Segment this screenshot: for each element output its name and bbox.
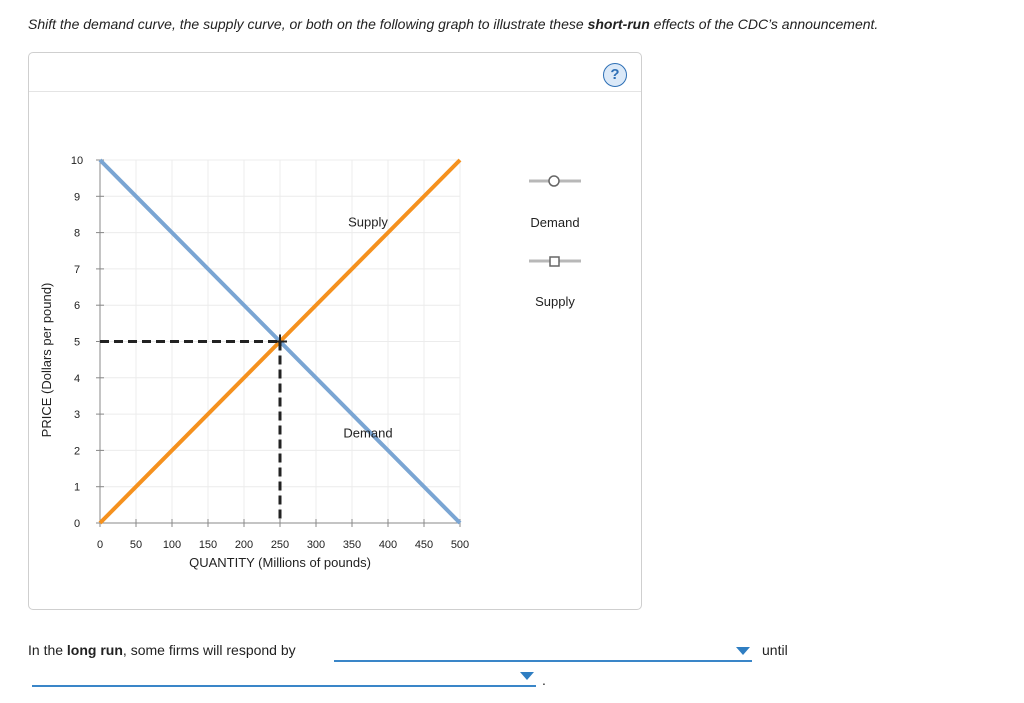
prompt-bold: long run: [66, 642, 123, 658]
y-tick-label: 9: [74, 191, 80, 203]
y-tick-label: 2: [74, 445, 80, 457]
legend-supply-label: Supply: [535, 294, 575, 309]
legend-demand[interactable]: Demand: [529, 175, 581, 230]
x-tick-label: 450: [415, 539, 433, 551]
x-axis-label: QUANTITY (Millions of pounds): [189, 555, 371, 570]
x-tick-label: 150: [199, 539, 217, 551]
long-run-prompt: In the long run, some firms will respond…: [28, 642, 296, 658]
response-dropdown[interactable]: [334, 642, 752, 662]
y-tick-label: 0: [74, 518, 80, 530]
y-axis-label: PRICE (Dollars per pound): [39, 283, 54, 438]
period-text: .: [542, 672, 546, 688]
help-icon[interactable]: ?: [603, 63, 627, 87]
instruction-part2: effects of the CDC’s announcement.: [649, 16, 879, 32]
x-tick-label: 300: [307, 539, 325, 551]
x-tick-label: 100: [163, 539, 181, 551]
y-tick-label: 8: [74, 228, 80, 240]
prompt-suffix: , some firms will respond by: [122, 642, 296, 658]
legend-supply[interactable]: Supply: [529, 256, 581, 309]
y-tick-label: 4: [74, 373, 80, 385]
y-tick-label: 3: [74, 409, 80, 421]
panel-divider: [29, 91, 641, 92]
square-handle-icon[interactable]: [549, 256, 560, 267]
chevron-down-icon[interactable]: [520, 672, 534, 680]
x-tick-label: 500: [451, 539, 469, 551]
until-dropdown[interactable]: [32, 667, 536, 687]
supply-curve-label: Supply: [348, 215, 388, 230]
legend-demand-label: Demand: [530, 215, 579, 230]
x-tick-label: 50: [130, 539, 142, 551]
instruction-part1: Shift the demand curve, the supply curve…: [28, 16, 588, 32]
instruction-bold: short-run: [587, 16, 650, 32]
y-tick-label: 1: [74, 482, 80, 494]
circle-handle-icon[interactable]: [548, 175, 560, 187]
graph-panel: ? 0 50 100 150 200 250 300 350 400 450 500 0 1 2 3 4 5 6 7…: [28, 52, 642, 610]
x-tick-label: 200: [235, 539, 253, 551]
prompt-prefix: In the: [28, 642, 67, 658]
x-tick-label: 0: [97, 539, 103, 551]
x-tick-label: 350: [343, 539, 361, 551]
supply-demand-graph[interactable]: 0 50 100 150 200 250 300 350 400 450 500 0 1 2 3 4 5 6 7 8 9…: [29, 53, 641, 609]
y-tick-label: 5: [74, 337, 80, 349]
y-tick-label: 7: [74, 264, 80, 276]
y-tick-label: 10: [71, 155, 83, 167]
instruction-text: Shift the demand curve, the supply curve…: [28, 16, 878, 32]
x-tick-label: 250: [271, 539, 289, 551]
chevron-down-icon[interactable]: [736, 647, 750, 655]
demand-curve-label: Demand: [343, 425, 392, 440]
x-tick-label: 400: [379, 539, 397, 551]
tick-labels: 0 50 100 150 200 250 300 350 400 450 500 0 1 2 3 4 5 6 7 8 9…: [71, 155, 469, 551]
until-text: until: [762, 642, 788, 658]
equilibrium-guides: [100, 334, 287, 523]
y-tick-label: 6: [74, 300, 80, 312]
